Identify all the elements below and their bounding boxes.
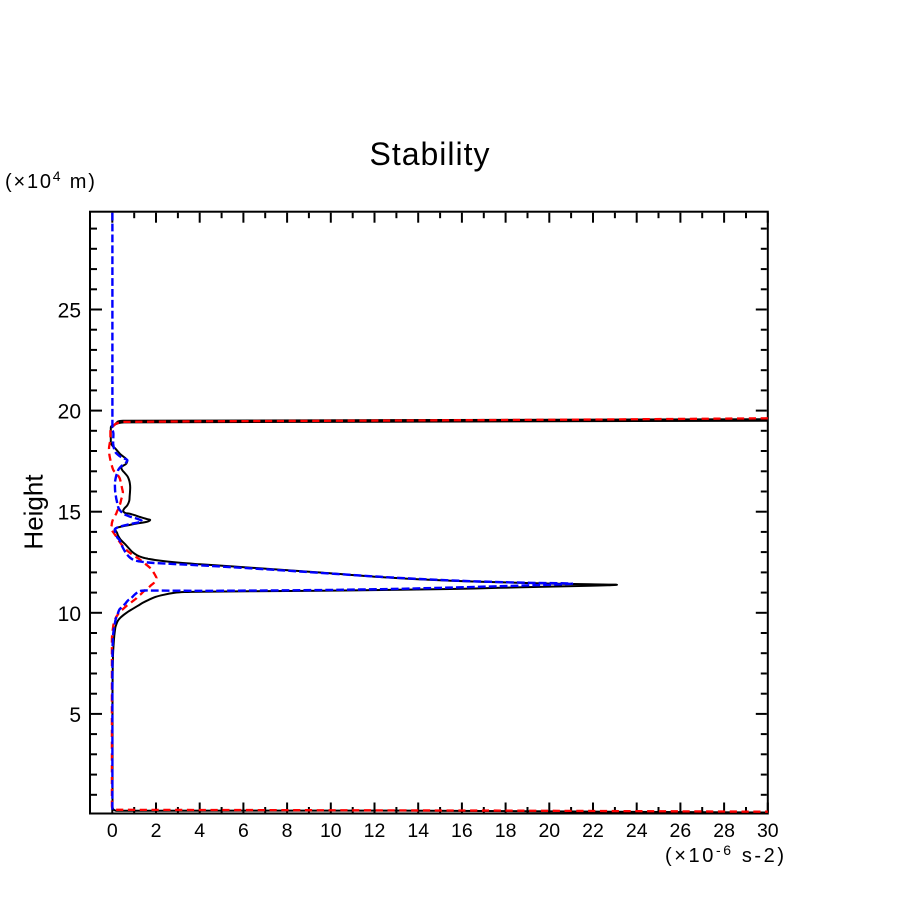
svg-text:26: 26 [670, 820, 692, 842]
svg-text:2: 2 [151, 820, 162, 842]
svg-text:8: 8 [282, 820, 293, 842]
svg-text:15: 15 [58, 502, 81, 525]
svg-text:25: 25 [58, 300, 81, 323]
svg-text:22: 22 [582, 820, 604, 842]
svg-text:5: 5 [69, 704, 81, 727]
svg-text:(×104 m): (×104 m) [5, 168, 97, 193]
svg-text:4: 4 [194, 820, 205, 842]
svg-text:Stability: Stability [369, 136, 490, 172]
svg-text:24: 24 [626, 820, 648, 842]
svg-text:14: 14 [407, 820, 429, 842]
svg-text:(×10-6 s-2): (×10-6 s-2) [665, 842, 787, 867]
svg-text:6: 6 [238, 820, 249, 842]
svg-text:30: 30 [757, 820, 779, 842]
svg-text:10: 10 [320, 820, 342, 842]
svg-text:20: 20 [58, 401, 81, 424]
svg-text:28: 28 [713, 820, 735, 842]
svg-text:16: 16 [451, 820, 473, 842]
svg-text:10: 10 [58, 603, 81, 626]
svg-text:18: 18 [495, 820, 517, 842]
svg-text:0: 0 [107, 820, 118, 842]
svg-text:20: 20 [538, 820, 560, 842]
svg-text:12: 12 [364, 820, 386, 842]
svg-text:Height: Height [19, 474, 49, 550]
